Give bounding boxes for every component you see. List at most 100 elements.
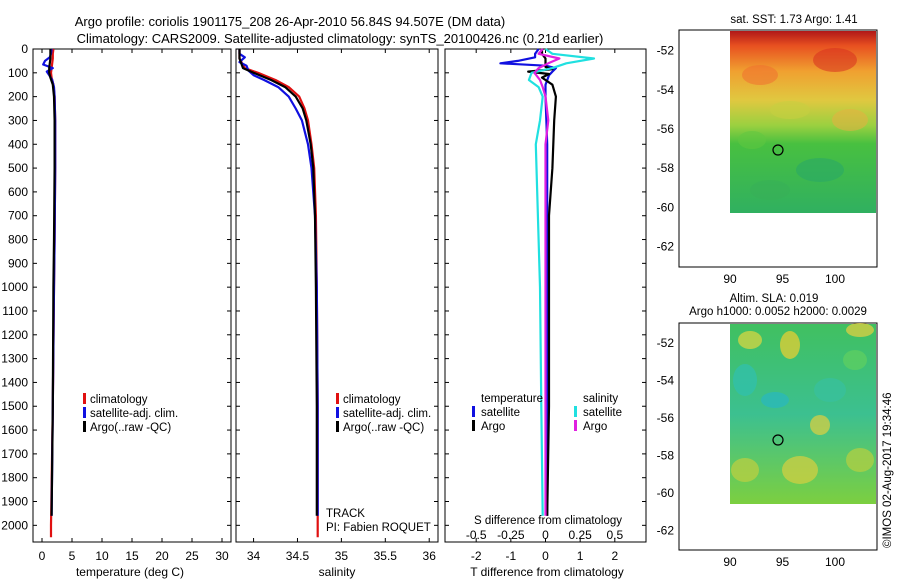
legend-temp-satellite-label: satellite [481, 407, 520, 419]
figure-title-line2: Climatology: CARS2009. Satellite-adjuste… [77, 31, 604, 46]
legend-temp-argo-label: Argo [481, 421, 505, 433]
depth-tick-label: 900 [8, 256, 28, 270]
difference-series-sal_satellite [527, 48, 596, 516]
legend-swatch-sal-satellite [574, 406, 577, 417]
salinity-series-argo [238, 49, 318, 516]
sst-map-lon-tick-label: 100 [825, 272, 845, 286]
temperature-xtick-label: 20 [155, 549, 169, 563]
salinity-xtick-label: 35 [335, 549, 349, 563]
difference-xtick-label: -1 [506, 549, 517, 563]
salinity-xtick-label: 35.5 [374, 549, 398, 563]
legend-swatch-temp-satellite [472, 406, 475, 417]
difference-xtick-label: 0 [542, 549, 549, 563]
depth-tick-label: 1000 [1, 280, 28, 294]
difference-series-satellite [499, 48, 558, 516]
sst-map-lon-tick-label: 90 [723, 272, 737, 286]
salinity-panel-frame [235, 48, 439, 543]
depth-tick-label: 1400 [1, 375, 28, 389]
temperature-xtick-label: 5 [69, 549, 76, 563]
temperature-legend: climatology satellite-adj. clim. Argo(..… [83, 393, 178, 434]
depth-tick-label: 400 [8, 137, 28, 151]
sst-map-lon-tick-label: 95 [776, 272, 790, 286]
sst-map-lat-tick-label: -60 [657, 200, 675, 214]
legend-climatology-label: climatology [343, 394, 401, 406]
s-difference-tick-label: -0.25 [497, 528, 525, 542]
depth-tick-label: 1100 [2, 304, 28, 318]
sst-map-lat-tick-label: -56 [657, 122, 675, 136]
legend-climatology-label: climatology [90, 394, 148, 406]
legend-swatch-temp-argo [472, 420, 475, 431]
argo-location-marker [772, 434, 784, 446]
imos-watermark: ©IMOS 02-Aug-2017 19:34:46 [882, 392, 894, 548]
sst-map-lat-tick-label: -62 [657, 239, 675, 253]
depth-tick-label: 600 [8, 185, 28, 199]
pi-label: PI: Fabien ROQUET [326, 522, 431, 534]
temperature-xtick-label: 10 [95, 549, 109, 563]
sla-map-lat-tick-label: -56 [657, 411, 675, 425]
temperature-xtick-label: 25 [185, 549, 199, 563]
legend-swatch-argo-raw [83, 421, 86, 432]
t-difference-axis-label: T difference from climatology [470, 565, 624, 579]
depth-tick-label: 1300 [1, 352, 28, 366]
depth-tick-label: 1800 [1, 471, 28, 485]
legend-sal-satellite-label: satellite [583, 407, 622, 419]
depth-tick-label: 700 [8, 209, 28, 223]
track-label: TRACK [326, 508, 365, 520]
legend-satellite-adj-label: satellite-adj. clim. [343, 408, 431, 420]
legend-swatch-argo-raw [336, 421, 339, 432]
temperature-panel-frame [32, 48, 232, 543]
temperature-xtick-label: 15 [125, 549, 139, 563]
temperature-axis-label: temperature (deg C) [76, 565, 184, 579]
figure-title-line1: Argo profile: coriolis 1901175_208 26-Ap… [75, 14, 505, 29]
s-difference-tick-label: 0.25 [568, 528, 592, 542]
legend-temperature-head: temperature [481, 393, 543, 405]
sla-map-lat-tick-label: -54 [657, 373, 675, 387]
sst-map-title: sat. SST: 1.73 Argo: 1.41 [730, 14, 857, 26]
sla-map-title2: Argo h1000: 0.0052 h2000: 0.0029 [689, 306, 867, 318]
depth-tick-label: 500 [8, 161, 28, 175]
legend-sal-argo-label: Argo [583, 421, 607, 433]
legend-swatch-climatology [83, 393, 86, 404]
legend-argo-raw-label: Argo(..raw -QC) [90, 422, 171, 434]
legend-swatch-satellite-adj [336, 407, 339, 418]
depth-tick-label: 100 [8, 66, 28, 80]
legend-salinity-head: salinity [583, 393, 618, 405]
temperature-xtick-label: 0 [39, 549, 46, 563]
sla-map-lat-tick-label: -52 [657, 336, 675, 350]
legend-satellite-adj-label: satellite-adj. clim. [90, 408, 178, 420]
difference-xtick-label: 2 [611, 549, 618, 563]
salinity-xtick-label: 36 [423, 549, 437, 563]
s-difference-axis-label: S difference from climatology [474, 515, 622, 527]
salinity-axis-label: salinity [319, 565, 356, 579]
difference-legend: temperature salinity satellite satellite… [472, 393, 622, 433]
sla-map-lat-tick-label: -60 [657, 486, 675, 500]
depth-tick-label: 200 [8, 90, 28, 104]
difference-series-sal_argo [533, 48, 561, 516]
sst-field-texture [738, 48, 868, 200]
depth-tick-label: 1500 [1, 399, 28, 413]
sst-map-lat-tick-label: -52 [657, 44, 675, 58]
sla-map-title1: Altim. SLA: 0.019 [730, 293, 819, 305]
legend-argo-raw-label: Argo(..raw -QC) [343, 422, 424, 434]
sla-map-lat-tick-label: -62 [657, 523, 675, 537]
sla-map-lon-tick-label: 100 [825, 555, 845, 569]
temperature-series-argo [48, 49, 56, 516]
sla-map-lon-tick-label: 95 [776, 555, 790, 569]
salinity-legend: climatology satellite-adj. clim. Argo(..… [336, 393, 431, 434]
difference-xtick-label: 1 [577, 549, 584, 563]
temperature-xtick-label: 30 [215, 549, 229, 563]
legend-swatch-climatology [336, 393, 339, 404]
depth-tick-label: 1200 [1, 328, 28, 342]
difference-series-argo [527, 49, 558, 516]
sla-field-texture [731, 323, 874, 484]
s-difference-tick-label: -0.5 [466, 528, 487, 542]
depth-tick-label: 1600 [1, 423, 28, 437]
depth-tick-label: 800 [8, 233, 28, 247]
depth-tick-label: 1900 [1, 495, 28, 509]
depth-tick-label: 0 [21, 42, 28, 56]
difference-xtick-label: -2 [471, 549, 482, 563]
legend-swatch-sal-argo [574, 420, 577, 431]
s-difference-tick-label: 0 [542, 528, 549, 542]
argo-location-marker [772, 144, 784, 156]
